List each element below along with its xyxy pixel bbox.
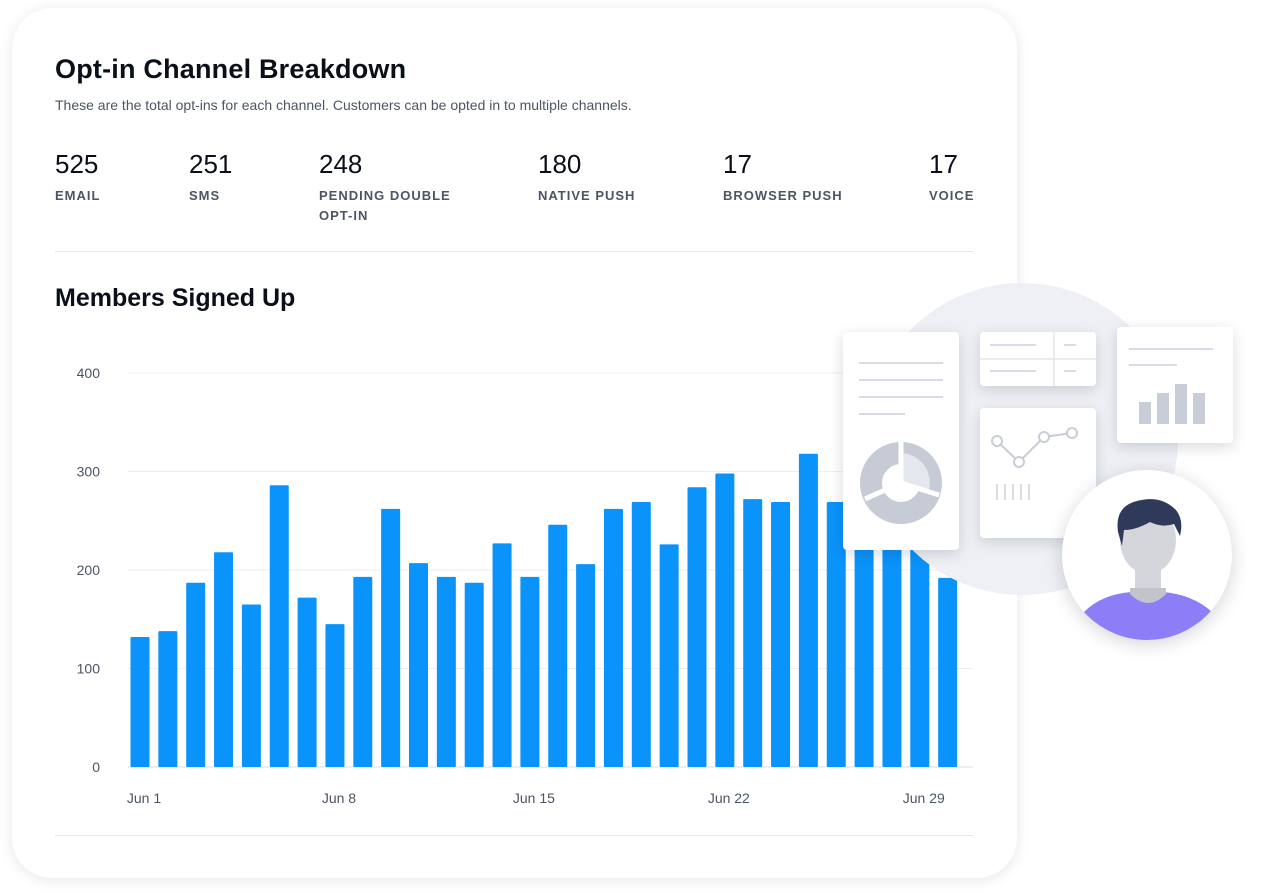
bar: [687, 487, 707, 767]
bar: [381, 508, 401, 767]
bar: [520, 576, 540, 767]
chart-title: Members Signed Up: [55, 284, 296, 312]
bar: [409, 563, 428, 767]
bar: [241, 604, 261, 767]
x-tick-label: Jun 8: [322, 790, 356, 806]
y-tick-label: 100: [77, 661, 101, 677]
page-subtitle: These are the total opt-ins for each cha…: [55, 97, 632, 113]
stat-pending-double-opt-in: 248 PENDING DOUBLE OPT-IN: [319, 148, 469, 226]
y-tick-label: 200: [77, 562, 101, 578]
stat-value: 248: [319, 149, 363, 179]
bottom-divider: [55, 835, 973, 836]
bar: [743, 499, 763, 767]
report-panel-icon: [843, 332, 959, 550]
bar: [910, 533, 930, 767]
stat-value: 251: [189, 149, 233, 179]
y-tick-label: 0: [92, 759, 100, 775]
bar: [576, 564, 596, 767]
bar: [130, 636, 150, 767]
stat-label: EMAIL: [55, 188, 101, 203]
stat-label: NATIVE PUSH: [538, 188, 636, 203]
bar: [659, 544, 679, 767]
user-avatar-icon: [1062, 470, 1232, 640]
bar: [436, 576, 456, 767]
stat-label: SMS: [189, 188, 221, 203]
y-tick-label: 300: [77, 464, 101, 480]
stat-value: 17: [723, 149, 752, 179]
bar: [158, 631, 178, 767]
stat-label: PENDING DOUBLE OPT-IN: [319, 188, 451, 223]
bar: [297, 597, 317, 767]
stat-native-push: 180 NATIVE PUSH: [538, 148, 635, 206]
bar: [186, 582, 206, 767]
x-tick-label: Jun 22: [708, 790, 750, 806]
bar: [492, 543, 512, 767]
stat-email: 525 EMAIL: [55, 148, 100, 206]
bar: [325, 624, 345, 767]
bar: [771, 502, 791, 767]
bar: [715, 473, 735, 767]
bar: [464, 582, 484, 767]
bar: [548, 524, 568, 767]
bar: [826, 502, 846, 767]
bar: [269, 485, 289, 767]
y-tick-label: 400: [77, 365, 101, 381]
x-tick-label: Jun 15: [513, 790, 555, 806]
stat-value: 525: [55, 149, 99, 179]
x-tick-label: Jun 29: [903, 790, 945, 806]
stat-label: VOICE: [929, 188, 975, 203]
bar-chart-panel-icon: [1117, 327, 1233, 443]
bar: [603, 508, 623, 767]
bar: [798, 453, 818, 767]
page-title: Opt-in Channel Breakdown: [55, 54, 407, 84]
bar: [353, 576, 373, 767]
stat-value: 180: [538, 149, 582, 179]
bar: [938, 577, 958, 767]
bar: [882, 506, 902, 767]
stat-browser-push: 17 BROWSER PUSH: [723, 148, 843, 206]
bar: [631, 502, 651, 767]
stat-voice: 17 VOICE: [929, 148, 974, 206]
bar: [214, 552, 234, 767]
x-tick-label: Jun 1: [127, 790, 161, 806]
stat-sms: 251 SMS: [189, 148, 232, 206]
stats-divider: [55, 251, 973, 252]
table-panel-icon: [980, 332, 1096, 386]
stat-value: 17: [929, 149, 958, 179]
stat-label: BROWSER PUSH: [723, 188, 843, 203]
